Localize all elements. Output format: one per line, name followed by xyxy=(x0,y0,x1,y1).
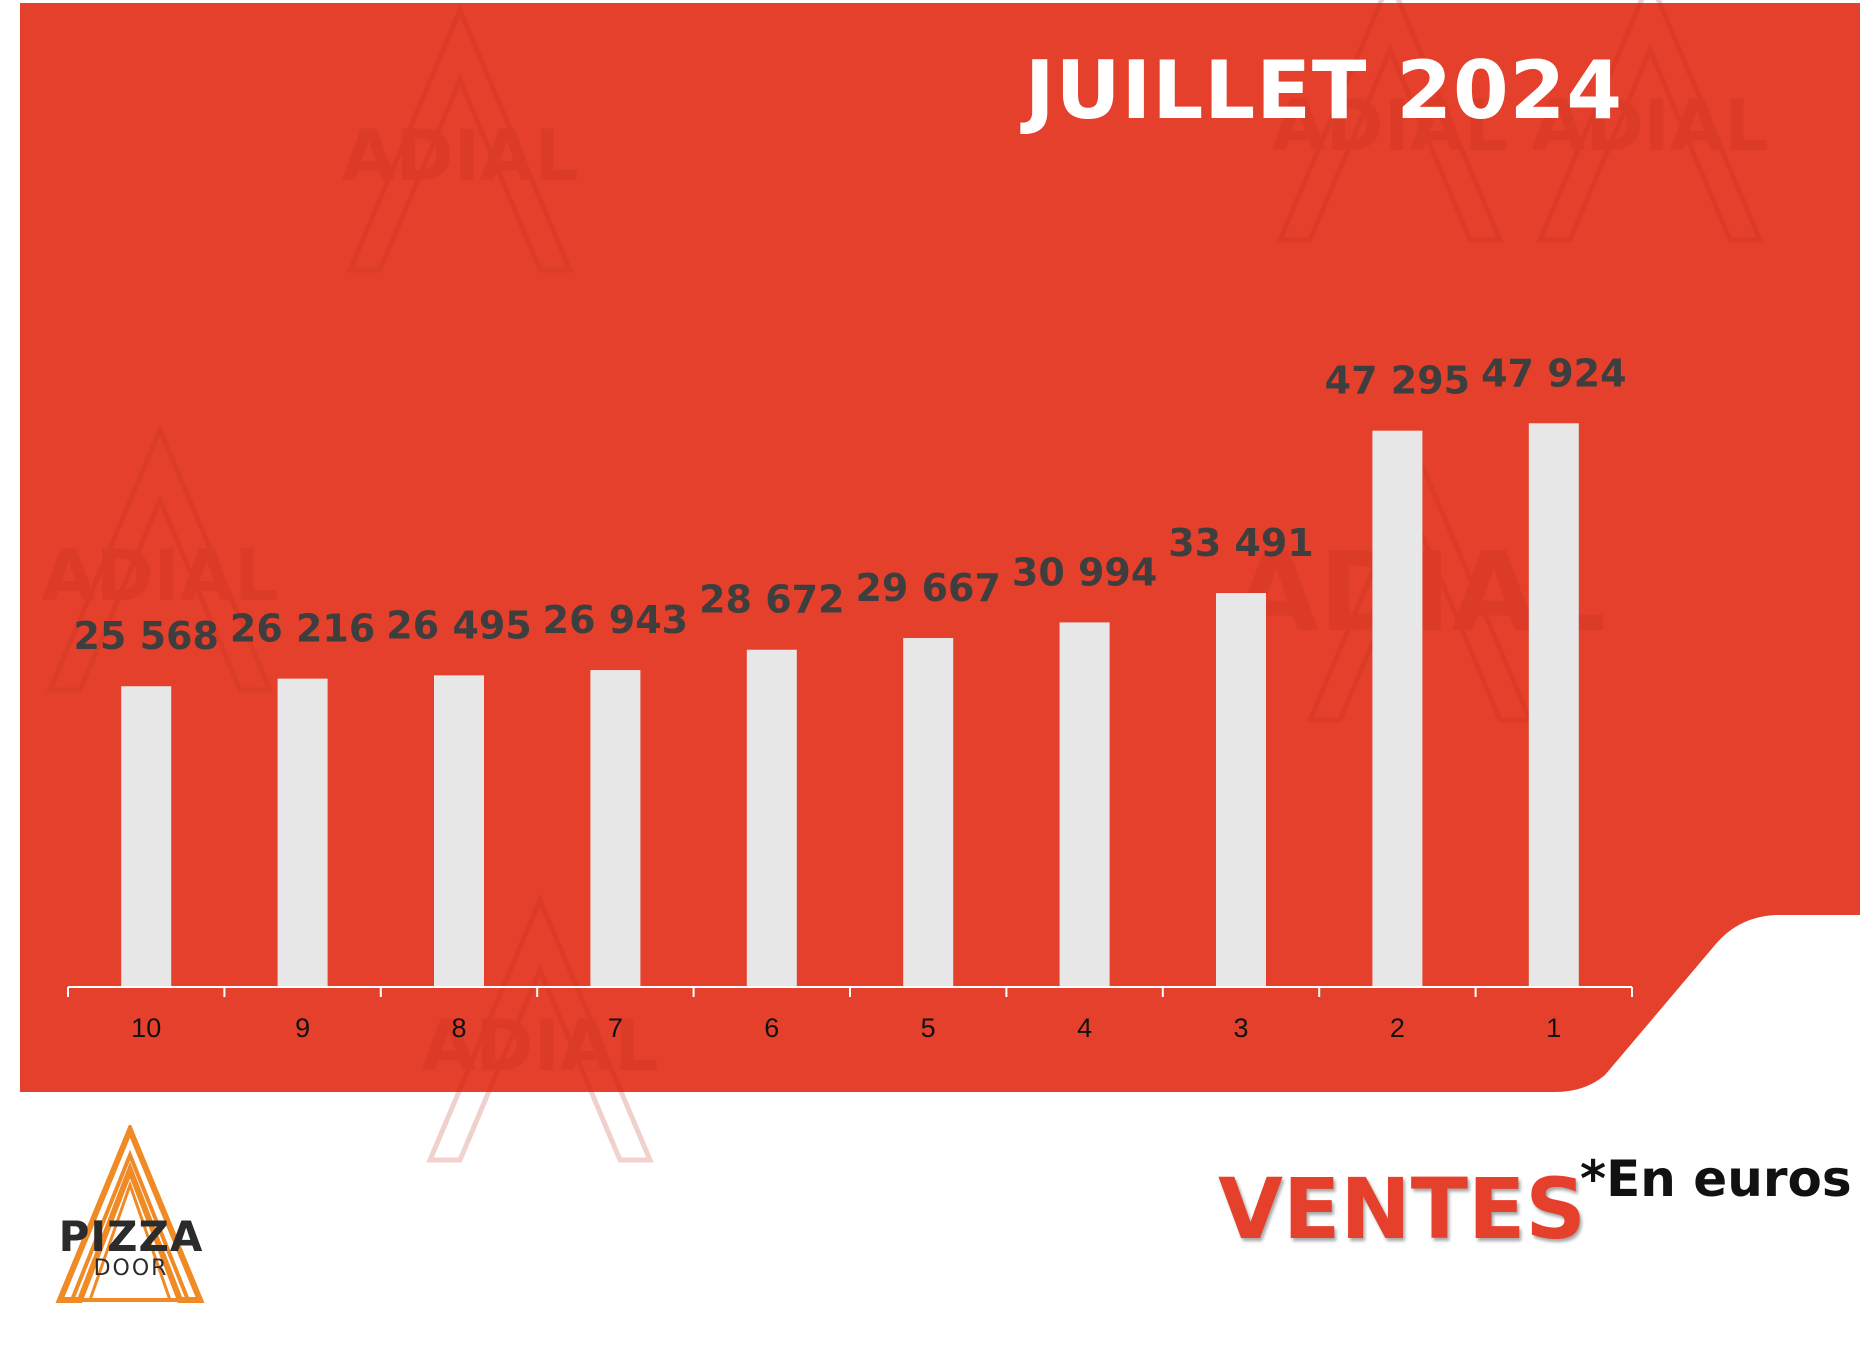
bar-5 xyxy=(903,638,954,987)
bar-1 xyxy=(1528,423,1579,988)
value-label: 26 216 xyxy=(230,607,375,651)
tick-label: 9 xyxy=(295,1013,310,1043)
value-label: 25 568 xyxy=(73,614,218,658)
tick-label: 2 xyxy=(1390,1013,1405,1043)
watermark-mark: ADIAL xyxy=(1531,0,1769,243)
watermark-text: ADIAL xyxy=(41,535,278,617)
value-label: 47 924 xyxy=(1481,351,1626,395)
unit-note: *En euros xyxy=(1580,1150,1852,1208)
tick-label: 4 xyxy=(1077,1013,1092,1043)
value-label: 33 491 xyxy=(1168,521,1313,565)
value-label: 47 295 xyxy=(1325,359,1470,403)
tick-label: 8 xyxy=(451,1013,466,1043)
tick-label: 1 xyxy=(1546,1013,1561,1043)
bar-10 xyxy=(121,686,172,987)
value-label: 26 943 xyxy=(543,598,688,642)
bar-7 xyxy=(590,670,641,987)
bar-9 xyxy=(277,678,328,987)
value-label: 30 994 xyxy=(1012,550,1157,594)
value-label-group: 25 568 26 216 26 495 26 943 28 672 29 667 30 9… xyxy=(73,351,1626,658)
value-label: 26 495 xyxy=(386,603,531,647)
tick-label: 6 xyxy=(764,1013,779,1043)
tick-label: 5 xyxy=(921,1013,936,1043)
tick-label: 7 xyxy=(608,1013,623,1043)
watermark-text: ADIAL xyxy=(1531,85,1768,167)
watermark-mark: ADIAL xyxy=(1271,0,1509,243)
bar-8 xyxy=(434,675,484,987)
watermark-mark: ADIAL xyxy=(341,3,579,273)
logo-word-door: DOOR xyxy=(93,1256,169,1281)
tick-label-group: 10 9 8 7 6 5 4 3 2 1 xyxy=(131,1013,1561,1043)
bar-4 xyxy=(1059,622,1110,987)
watermark-text: ADIAL xyxy=(341,115,578,197)
logo-word-pizza: PIZZA xyxy=(58,1212,204,1261)
watermark-mark: ADIAL xyxy=(421,893,659,1163)
chart-title: JUILLET 2024 xyxy=(1024,44,1623,137)
tick-label: 10 xyxy=(131,1013,161,1043)
sales-heading: VENTES xyxy=(1218,1160,1586,1258)
value-label: 29 667 xyxy=(855,566,1000,610)
watermark-mark: ADIAL xyxy=(41,423,279,693)
watermark-text: ADIAL xyxy=(1271,85,1508,167)
value-label: 28 672 xyxy=(699,578,844,622)
x-axis xyxy=(67,986,1633,997)
bar-3 xyxy=(1216,593,1266,987)
pizza-door-logo-icon xyxy=(55,1125,205,1303)
watermark-text: ADIAL xyxy=(421,1005,658,1087)
bar-2 xyxy=(1372,430,1423,987)
tick-label: 3 xyxy=(1233,1013,1248,1043)
bar-group xyxy=(121,423,1579,988)
bar-6 xyxy=(746,649,797,987)
